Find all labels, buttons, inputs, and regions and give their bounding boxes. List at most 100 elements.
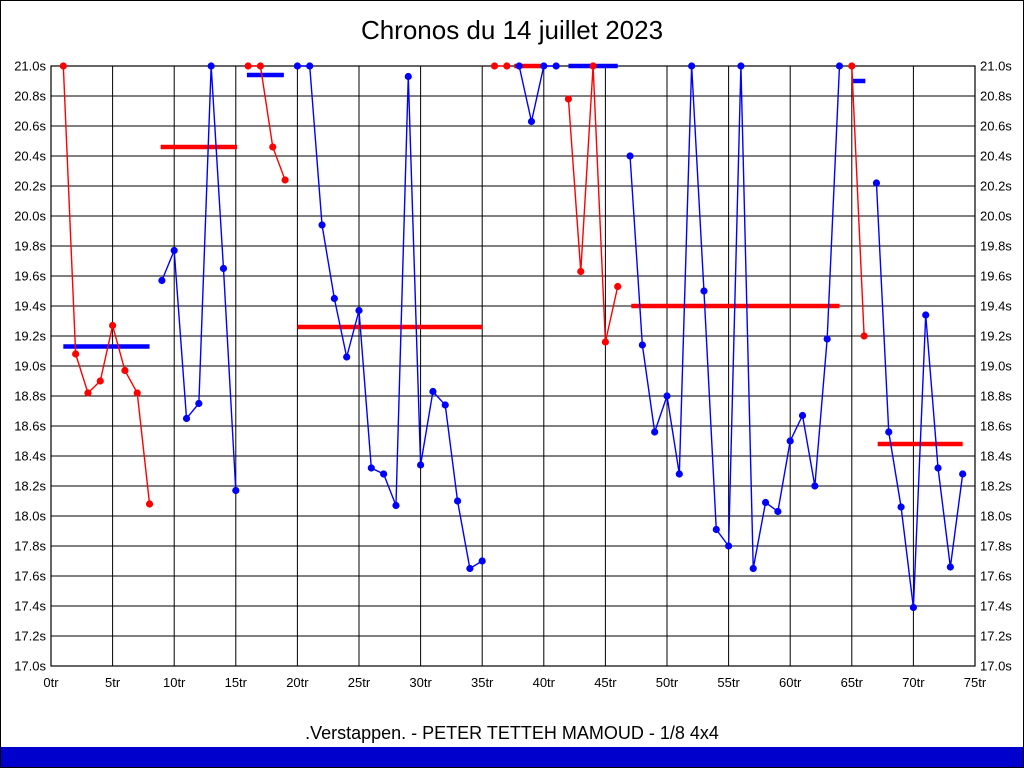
driver-blue-point: [663, 392, 671, 400]
y-tick-label-left: 18.2s: [14, 479, 46, 494]
driver-blue-point: [429, 387, 437, 396]
driver-red-point: [601, 338, 610, 346]
y-tick-label-right: 20.4s: [980, 149, 1012, 164]
driver-blue-point: [638, 341, 646, 349]
x-tick-label: 0tr: [43, 675, 59, 690]
x-tick-label: 25tr: [348, 675, 371, 690]
driver-blue-point: [232, 486, 240, 495]
y-tick-label-right: 20.0s: [980, 209, 1012, 224]
y-tick-label-right: 17.8s: [980, 539, 1012, 554]
driver-blue-line: [161, 65, 237, 491]
driver-blue-point: [207, 62, 215, 70]
y-tick-label-left: 17.8s: [14, 539, 46, 554]
driver-red-point: [577, 267, 585, 276]
y-tick-label-right: 17.6s: [980, 569, 1012, 584]
driver-red-point: [848, 62, 856, 70]
driver-blue-point: [922, 311, 930, 319]
driver-red-point: [281, 176, 289, 184]
driver-red-line: [851, 65, 865, 337]
driver-blue-point: [343, 353, 351, 361]
y-tick-label-left: 20.0s: [14, 209, 46, 224]
x-tick-label: 50tr: [656, 675, 679, 690]
y-tick-label-right: 17.4s: [980, 599, 1012, 614]
driver-red-point: [614, 282, 622, 291]
driver-red-point: [59, 62, 67, 70]
x-tick-label: 65tr: [841, 675, 864, 690]
y-tick-label-right: 19.4s: [980, 299, 1012, 314]
driver-blue-point: [170, 246, 178, 255]
driver-blue-point: [688, 62, 696, 70]
y-tick-label-right: 17.2s: [980, 629, 1012, 644]
driver-red-point: [589, 62, 597, 70]
plot-border: [50, 65, 976, 667]
x-tick-label: 15tr: [225, 675, 248, 690]
driver-blue-point: [823, 335, 831, 343]
y-tick-label-right: 17.0s: [980, 659, 1012, 674]
driver-blue-point: [552, 62, 560, 70]
driver-blue-point: [761, 498, 770, 507]
driver-blue-line: [875, 182, 964, 608]
driver-red-point: [256, 62, 265, 70]
driver-red-line: [62, 65, 151, 505]
y-tick-label-left: 20.4s: [14, 149, 46, 164]
y-tick-label-left: 20.8s: [14, 89, 46, 104]
driver-red-point: [145, 500, 154, 508]
driver-red-point: [72, 350, 80, 358]
y-tick-label-left: 18.4s: [14, 449, 46, 464]
driver-red-line: [248, 65, 286, 181]
driver-blue-point: [380, 470, 388, 478]
x-tick-label: 30tr: [409, 675, 432, 690]
driver-blue-point: [909, 603, 918, 612]
y-tick-label-right: 20.2s: [980, 179, 1012, 194]
y-tick-label-right: 20.8s: [980, 89, 1012, 104]
driver-blue-point: [466, 564, 474, 573]
driver-blue-point: [404, 72, 412, 81]
y-tick-label-right: 18.0s: [980, 509, 1012, 524]
y-tick-label-right: 20.6s: [980, 119, 1012, 134]
y-tick-label-right: 19.2s: [980, 329, 1012, 344]
y-tick-label-right: 18.6s: [980, 419, 1012, 434]
footer-bar: [1, 747, 1023, 767]
driver-red-point: [490, 62, 499, 70]
y-tick-label-right: 18.4s: [980, 449, 1012, 464]
driver-blue-line: [518, 65, 557, 122]
driver-blue-point: [934, 464, 942, 472]
driver-blue-point: [392, 501, 400, 510]
driver-blue-point: [441, 401, 449, 409]
x-tick-label: 20tr: [286, 675, 309, 690]
driver-blue-point: [219, 264, 228, 273]
driver-blue-point: [959, 470, 967, 478]
y-tick-label-left: 19.4s: [14, 299, 46, 314]
driver-red-point: [133, 389, 141, 397]
driver-blue-point: [293, 62, 301, 70]
y-tick-label-left: 17.2s: [14, 629, 46, 644]
y-tick-label-left: 19.0s: [14, 359, 46, 374]
driver-blue-point: [712, 525, 720, 534]
y-tick-label-left: 19.2s: [14, 329, 46, 344]
driver-blue-point: [737, 62, 745, 70]
driver-blue-point: [540, 62, 548, 70]
drivers-caption: .Verstappen. - PETER TETTEH MAMOUD - 1/8…: [305, 723, 719, 743]
y-tick-label-right: 19.0s: [980, 359, 1012, 374]
lap-time-chart: 0tr 5tr 10tr 15tr 20tr 25tr 30tr 35tr 40tr 45tr 50…: [14, 59, 1012, 691]
driver-blue-point: [651, 428, 659, 436]
driver-red-point: [244, 62, 252, 70]
driver-blue-point: [725, 542, 733, 550]
driver-red-point: [109, 321, 117, 330]
driver-red-point: [121, 366, 129, 375]
driver-blue-line: [297, 65, 483, 570]
driver-blue-point: [885, 428, 893, 436]
driver-blue-point: [306, 62, 314, 70]
driver-blue-point: [367, 464, 375, 472]
driver-blue-point: [417, 461, 425, 469]
driver-red-line: [567, 65, 619, 343]
driver-red-point: [503, 62, 511, 70]
x-tick-label: 5tr: [105, 675, 121, 690]
driver-blue-point: [182, 414, 191, 423]
driver-blue-point: [774, 507, 782, 516]
x-tick-label: 70tr: [902, 675, 925, 690]
y-tick-label-left: 17.6s: [14, 569, 46, 584]
driver-blue-point: [811, 482, 819, 490]
driver-blue-point: [318, 221, 326, 229]
